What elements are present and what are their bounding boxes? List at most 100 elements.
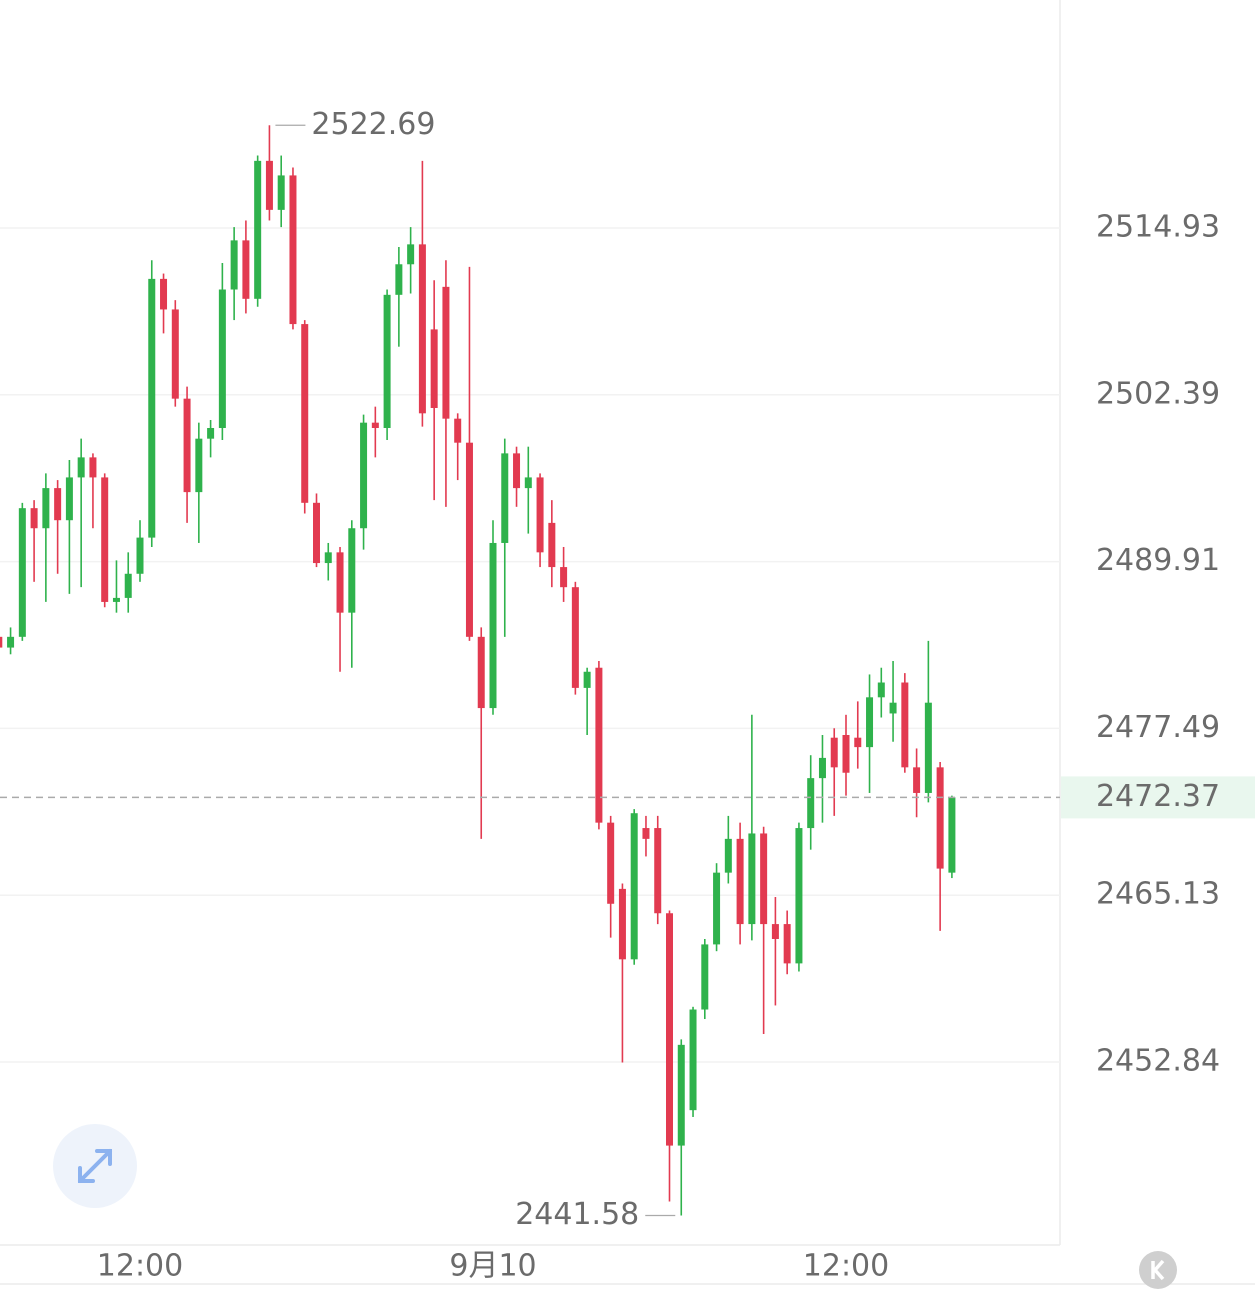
candle-body <box>218 289 226 429</box>
candle-body <box>618 888 626 960</box>
candle-body <box>748 833 756 925</box>
candle-body <box>383 294 391 429</box>
candle-body <box>360 422 368 529</box>
candle-body <box>583 671 591 688</box>
candle-body <box>595 667 603 823</box>
candle-body <box>336 552 344 613</box>
candle-body <box>701 944 709 1010</box>
candle-body <box>936 767 944 869</box>
candle-body <box>760 833 768 925</box>
candle-body <box>477 636 485 709</box>
y-tick-label: 2489.91 <box>1096 543 1220 578</box>
y-tick-label: 2452.84 <box>1096 1043 1220 1078</box>
candle-body <box>689 1009 697 1111</box>
candle-body <box>160 278 168 310</box>
candle-body <box>560 567 568 588</box>
candle-body <box>195 438 203 493</box>
candle-body <box>18 508 26 637</box>
high-label: 2522.69 <box>311 107 435 142</box>
candle-body <box>430 329 438 408</box>
candle-body <box>42 488 50 529</box>
k-icon <box>1151 1259 1165 1281</box>
candle-body <box>913 767 921 793</box>
candle-body <box>313 502 320 564</box>
candle-body <box>171 309 179 399</box>
candle-body <box>724 838 732 873</box>
candle-body <box>948 797 956 873</box>
candle-body <box>465 442 473 637</box>
candle-body <box>842 734 850 773</box>
candle-body <box>418 244 426 414</box>
candle-body <box>54 488 62 521</box>
candle-body <box>524 477 532 489</box>
expand-button[interactable] <box>53 1124 137 1208</box>
candle-body <box>807 778 815 829</box>
candle-body <box>242 240 250 299</box>
candle-body <box>77 457 85 478</box>
candle-body <box>148 278 156 538</box>
candle-body <box>877 682 885 698</box>
candle-body <box>889 702 897 714</box>
candle-body <box>677 1044 685 1146</box>
candle-body <box>771 924 779 939</box>
x-tick-label: 12:00 <box>803 1249 889 1284</box>
candle-body <box>124 573 132 598</box>
last-price-bg <box>1061 776 1255 819</box>
y-tick-label: 2465.13 <box>1096 877 1220 912</box>
candle-body <box>371 422 379 429</box>
candle-body <box>713 872 721 945</box>
candle-body <box>0 636 3 648</box>
candle-body <box>513 453 521 489</box>
y-tick-label: 2502.39 <box>1096 376 1220 411</box>
candle-body <box>101 477 109 602</box>
candle-body <box>548 522 556 568</box>
candle-body <box>642 828 650 839</box>
candle-body <box>183 398 191 493</box>
candle-body <box>866 697 874 748</box>
candle-body <box>736 838 744 925</box>
candle-body <box>136 537 144 574</box>
k-button[interactable] <box>1139 1251 1177 1289</box>
candle-body <box>654 828 662 914</box>
candle-body <box>630 813 638 960</box>
last-price-label: 2472.37 <box>1096 779 1220 814</box>
candle-body <box>395 264 403 295</box>
candle-body <box>442 286 450 419</box>
candle-body <box>112 597 120 602</box>
candle-body <box>254 160 262 299</box>
candle-body <box>89 457 97 478</box>
candle-body <box>924 702 932 793</box>
candle-body <box>207 428 215 439</box>
candle-body <box>30 508 38 529</box>
candle-body <box>65 477 73 521</box>
y-tick-label: 2477.49 <box>1096 710 1220 745</box>
candle-body <box>536 477 544 553</box>
candle-body <box>265 160 273 210</box>
candle-body <box>289 175 297 325</box>
candle-body <box>607 822 615 904</box>
candle-body <box>407 244 415 265</box>
k-bg <box>1139 1251 1177 1289</box>
candle-body <box>571 587 579 688</box>
candle-body <box>230 240 238 290</box>
candle-body <box>501 453 509 543</box>
candle-body <box>324 552 332 564</box>
candle-body <box>301 324 309 503</box>
candle-body <box>7 636 15 648</box>
candle-body <box>854 737 862 748</box>
expand-icon <box>78 1149 112 1183</box>
candle-body <box>795 828 803 964</box>
candle-body <box>783 924 791 964</box>
candle-body <box>666 913 673 1146</box>
candle-body <box>348 528 356 613</box>
candle-body <box>830 737 838 768</box>
candle-body <box>818 757 826 779</box>
candle-body <box>489 542 497 709</box>
candle-body <box>454 418 462 443</box>
x-tick-label: 12:00 <box>97 1249 183 1284</box>
candle-body <box>901 682 909 768</box>
x-tick-label: 9月10 <box>449 1249 536 1284</box>
